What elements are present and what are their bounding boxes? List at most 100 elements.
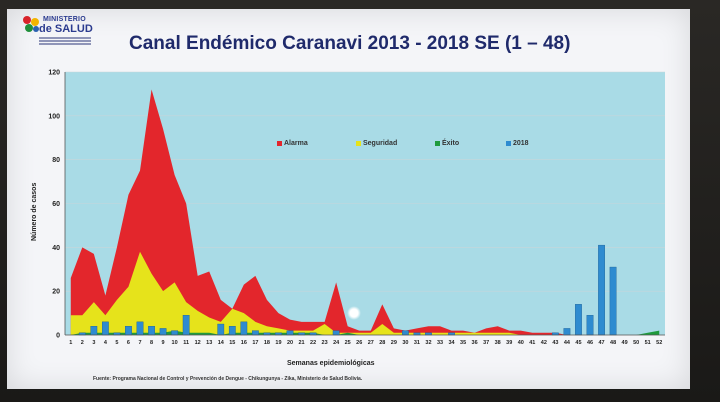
x-tick-label: 24 [333, 340, 340, 346]
bar-2018 [240, 321, 248, 336]
x-tick-label: 22 [310, 340, 316, 346]
legend-item-exito: Éxito [435, 140, 459, 147]
x-tick-label: 19 [275, 340, 281, 346]
source-note: Fuente: Programa Nacional de Control y P… [93, 376, 363, 382]
x-tick-label: 41 [529, 340, 535, 346]
y-tick-label: 0 [56, 333, 60, 340]
legend-item-2018: 2018 [506, 140, 529, 147]
x-tick-label: 1 [69, 340, 72, 346]
legend-swatch-exito [435, 140, 440, 146]
bar-2018 [159, 328, 167, 336]
x-tick-label: 39 [506, 340, 512, 346]
x-tick-label: 46 [587, 340, 593, 346]
bar-2018 [609, 266, 617, 336]
x-tick-label: 52 [656, 340, 662, 346]
x-tick-label: 51 [645, 340, 651, 346]
x-tick-label: 38 [495, 340, 501, 346]
ministerio-de-salud-logo: MINISTERIO de SALUD [21, 15, 93, 55]
x-tick-label: 36 [472, 340, 478, 346]
x-tick-label: 14 [218, 340, 225, 346]
x-tick-label: 15 [229, 340, 235, 346]
screen-glare [347, 306, 361, 320]
bar-2018 [136, 321, 144, 336]
legend-label-seguridad: Seguridad [363, 140, 398, 147]
x-tick-label: 17 [252, 340, 258, 346]
y-tick-label: 80 [52, 157, 60, 164]
x-tick-label: 23 [322, 340, 328, 346]
x-tick-label: 44 [564, 340, 571, 346]
x-axis-label: Semanas epidemiológicas [287, 360, 375, 367]
y-axis-label: Número de casos [31, 182, 38, 241]
x-tick-label: 20 [287, 340, 293, 346]
bar-2018 [217, 323, 225, 336]
x-tick-label: 33 [437, 340, 443, 346]
x-tick-label: 35 [460, 340, 466, 346]
x-tick-label: 13 [206, 340, 212, 346]
x-tick-label: 30 [402, 340, 408, 346]
projection-screen: MINISTERIO de SALUD Canal Endémico Caran… [7, 9, 690, 389]
x-tick-label: 32 [425, 340, 431, 346]
bar-2018 [182, 315, 190, 336]
legend-label-2018: 2018 [513, 140, 529, 147]
x-tick-label: 9 [162, 340, 165, 346]
bar-2018 [228, 326, 236, 336]
x-tick-label: 42 [541, 340, 547, 346]
x-tick-label: 21 [298, 340, 304, 346]
x-tick-label: 25 [345, 340, 351, 346]
bar-2018 [586, 315, 594, 336]
x-tick-label: 12 [195, 340, 201, 346]
x-tick-label: 34 [448, 340, 455, 346]
bar-2018 [575, 304, 582, 336]
x-tick-label: 3 [92, 340, 95, 346]
bar-2018 [148, 326, 155, 336]
legend-swatch-seguridad [356, 140, 361, 146]
logo-text-line1: MINISTERIO [43, 16, 86, 23]
x-tick-label: 8 [150, 340, 153, 346]
legend-item-seguridad: Seguridad [356, 140, 397, 147]
logo-subtitle-lines [39, 37, 91, 47]
x-tick-label: 47 [598, 340, 604, 346]
x-tick-label: 43 [552, 340, 558, 346]
legend-label-exito: Éxito [442, 140, 460, 147]
legend-swatch-alarma [277, 140, 282, 146]
x-tick-label: 7 [138, 340, 141, 346]
logo-text-line2: de SALUD [39, 23, 93, 35]
ministry-logo-icon [21, 15, 41, 35]
legend-swatch-2018 [506, 140, 511, 146]
bar-2018 [286, 330, 294, 336]
y-tick-label: 100 [48, 113, 60, 120]
y-tick-label: 20 [52, 289, 60, 296]
x-tick-label: 48 [610, 340, 616, 346]
x-tick-label: 28 [379, 340, 385, 346]
x-tick-label: 50 [633, 340, 639, 346]
bar-2018 [563, 328, 571, 336]
bar-2018 [402, 330, 409, 336]
x-tick-label: 40 [518, 340, 524, 346]
legend-label-alarma: Alarma [284, 140, 308, 147]
y-tick-label: 60 [52, 201, 60, 208]
y-tick-label: 120 [48, 70, 60, 77]
legend-item-alarma: Alarma [277, 140, 308, 147]
x-tick-label: 37 [483, 340, 489, 346]
x-tick-label: 26 [356, 340, 362, 346]
bar-2018 [252, 330, 259, 336]
x-tick-label: 6 [127, 340, 130, 346]
x-tick-label: 4 [104, 340, 108, 346]
bar-2018 [171, 330, 178, 336]
x-tick-label: 31 [414, 340, 420, 346]
x-tick-label: 45 [575, 340, 581, 346]
bar-2018 [102, 321, 109, 336]
x-tick-label: 10 [172, 340, 178, 346]
y-tick-label: 40 [52, 245, 60, 252]
x-tick-label: 29 [391, 340, 397, 346]
bar-2018 [598, 244, 605, 336]
bar-2018 [332, 330, 340, 336]
x-tick-label: 18 [264, 340, 270, 346]
bar-2018 [90, 326, 98, 336]
x-tick-label: 5 [115, 340, 118, 346]
x-tick-label: 16 [241, 340, 247, 346]
x-tick-label: 2 [81, 340, 84, 346]
bar-2018 [125, 326, 132, 336]
x-tick-label: 11 [183, 340, 189, 346]
